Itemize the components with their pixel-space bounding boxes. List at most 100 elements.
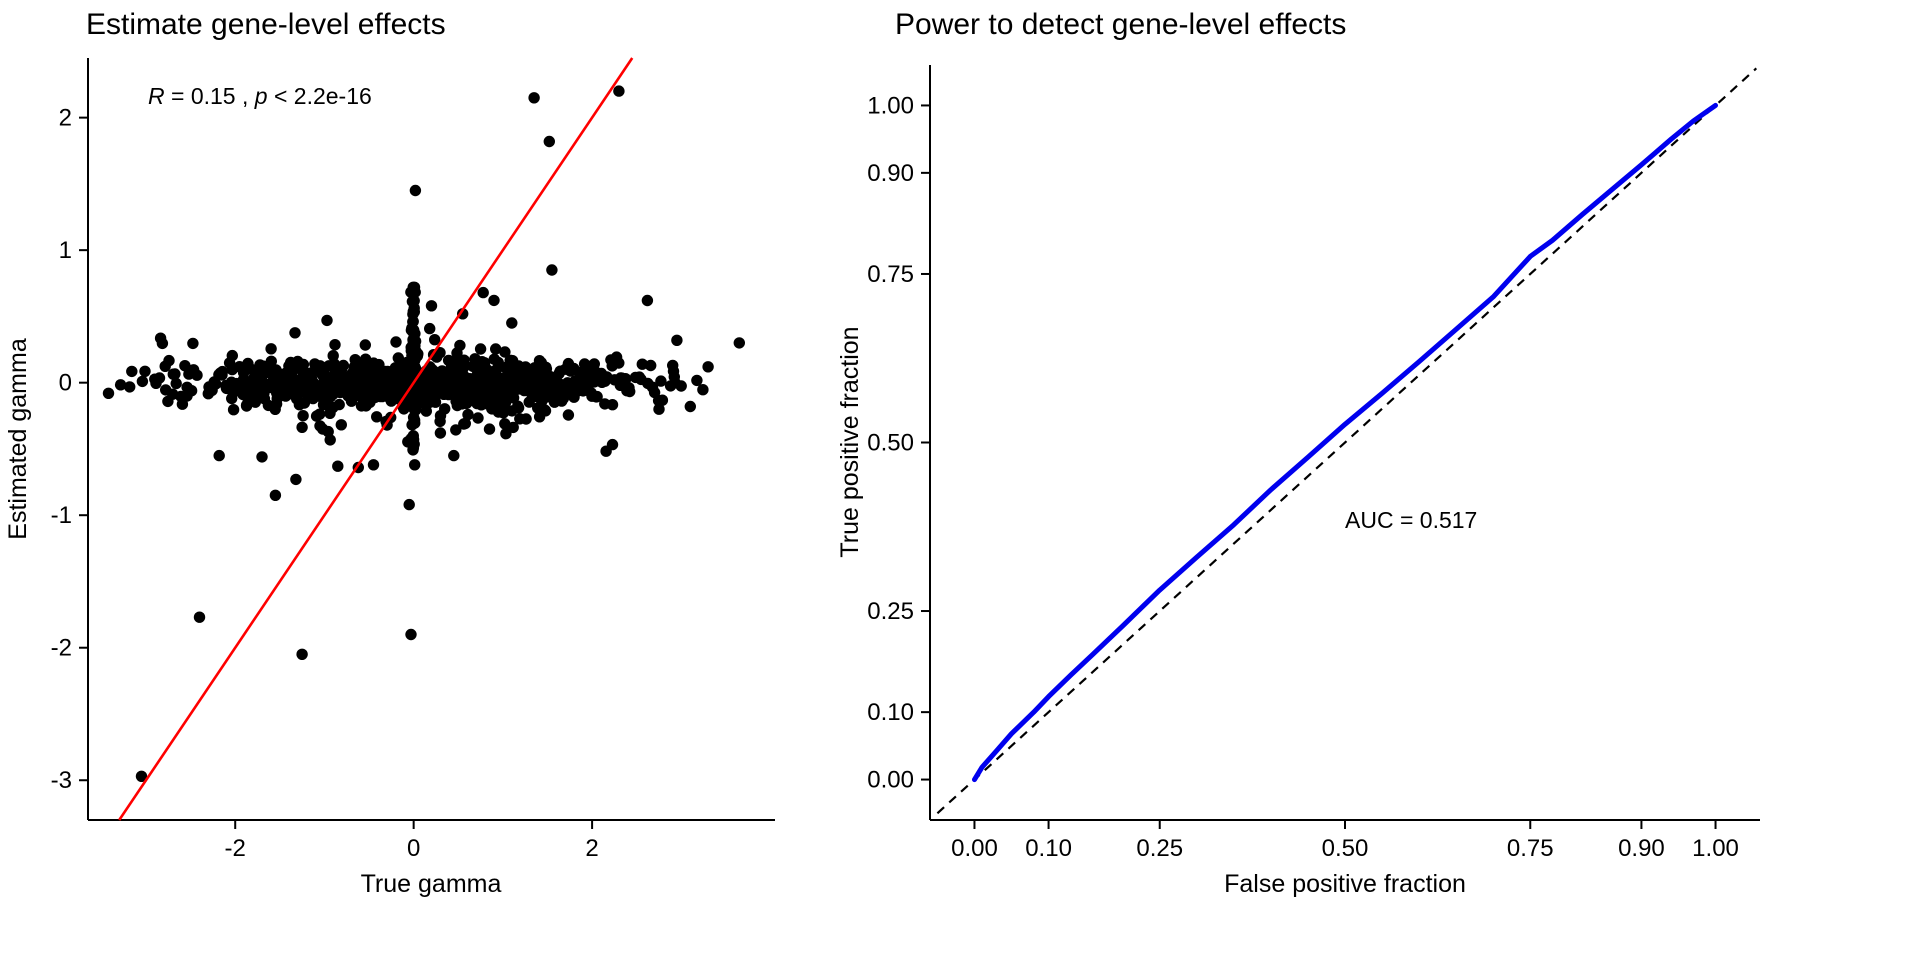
data-point	[483, 423, 496, 435]
data-point	[390, 336, 402, 348]
data-point	[554, 365, 566, 377]
data-point	[450, 424, 462, 436]
data-point	[641, 294, 654, 307]
data-point	[408, 281, 421, 293]
data-point	[114, 379, 127, 391]
data-point	[636, 358, 648, 370]
data-point	[265, 343, 277, 355]
left-panel-title: Estimate gene-level effects	[86, 8, 446, 41]
data-point	[425, 300, 438, 312]
data-point	[159, 360, 171, 372]
correlation-r-symbol: R	[148, 83, 165, 109]
data-point	[327, 350, 339, 362]
data-point	[345, 381, 358, 393]
right-axes: 0.00 0.10 0.25 0.50 0.75 0.90 1.00 0.00 0.10 0.25…	[867, 65, 1760, 862]
data-point	[446, 380, 458, 393]
data-point	[667, 365, 680, 377]
data-point	[187, 337, 199, 350]
data-point	[546, 264, 558, 276]
correlation-r-value: = 0.15 ,	[165, 83, 255, 109]
data-point	[156, 337, 169, 350]
data-point	[150, 377, 162, 389]
data-point	[336, 385, 348, 397]
data-point	[573, 366, 586, 379]
data-point	[409, 184, 422, 197]
data-point	[518, 384, 530, 397]
data-point	[490, 343, 502, 355]
x-tick-label: 0.10	[1025, 835, 1072, 862]
y-tick-label: 0.25	[867, 598, 914, 625]
data-point	[227, 404, 240, 416]
data-point	[528, 92, 540, 104]
data-point	[462, 408, 474, 421]
data-point	[126, 365, 138, 378]
data-point	[216, 365, 229, 378]
data-point	[297, 410, 309, 422]
data-point	[586, 390, 598, 402]
data-point	[405, 628, 417, 641]
data-point	[434, 427, 447, 439]
data-point	[359, 339, 371, 351]
data-point	[225, 376, 238, 388]
y-tick-label: 1.00	[867, 92, 914, 119]
data-point	[499, 346, 511, 358]
data-point	[543, 135, 555, 148]
data-point	[361, 374, 373, 386]
right-panel-title: Power to detect gene-level effects	[895, 8, 1346, 41]
data-point	[684, 400, 696, 413]
data-point	[313, 408, 326, 420]
data-point	[445, 362, 457, 374]
data-point	[459, 417, 471, 430]
data-point	[314, 420, 326, 432]
data-point	[453, 370, 465, 382]
data-point	[348, 361, 360, 373]
y-tick-label: 2	[59, 105, 72, 132]
data-point	[403, 498, 415, 511]
data-point	[448, 449, 460, 462]
data-point	[492, 356, 504, 369]
data-point	[497, 407, 509, 419]
data-point	[564, 365, 577, 377]
data-point	[610, 351, 623, 363]
x-tick-label: 0.90	[1618, 835, 1665, 862]
x-tick-label: 0.75	[1507, 835, 1554, 862]
data-point	[474, 343, 487, 355]
data-point	[203, 381, 215, 393]
data-point	[280, 384, 292, 397]
correlation-p-symbol: p	[254, 83, 268, 109]
data-point	[213, 449, 225, 462]
data-point	[512, 400, 524, 412]
data-point	[293, 399, 306, 411]
data-point	[181, 381, 193, 393]
data-point	[408, 438, 420, 450]
data-point	[501, 390, 513, 402]
data-point	[139, 365, 151, 377]
data-point	[373, 381, 385, 393]
x-tick-label: -2	[225, 835, 246, 862]
data-point	[303, 367, 315, 379]
data-point	[424, 322, 436, 335]
data-point	[514, 413, 526, 425]
data-point	[191, 369, 203, 381]
data-point	[538, 381, 550, 393]
data-point	[226, 392, 238, 405]
data-point	[254, 359, 266, 371]
data-point	[567, 388, 580, 400]
data-point	[648, 386, 661, 399]
data-point	[621, 385, 633, 397]
data-point	[477, 286, 489, 299]
data-point	[702, 361, 714, 373]
data-point	[697, 384, 709, 396]
data-point	[421, 366, 434, 378]
y-tick-label: 1	[59, 237, 72, 264]
data-point	[671, 334, 683, 346]
data-point	[409, 417, 421, 429]
data-point	[613, 85, 625, 97]
scatter-points-group	[102, 85, 745, 782]
data-point	[488, 294, 500, 307]
data-point	[509, 364, 522, 376]
data-point	[321, 314, 333, 327]
data-point	[528, 390, 540, 403]
data-point	[179, 360, 191, 372]
